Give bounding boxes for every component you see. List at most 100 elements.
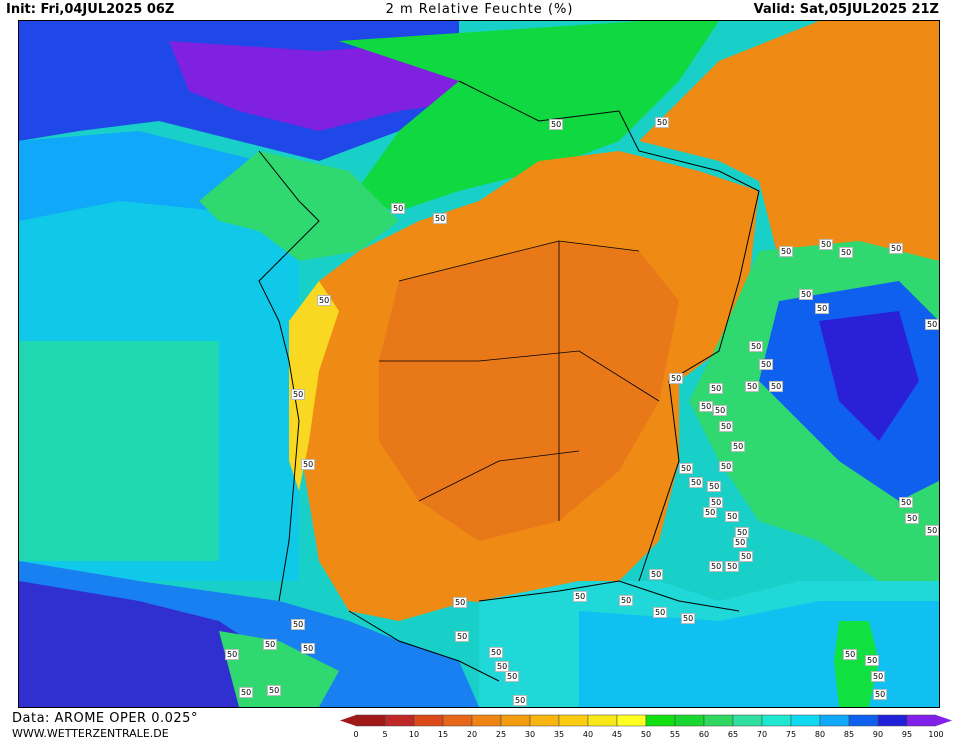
legend-swatch [674, 714, 705, 727]
contour-label-50: 50 [815, 303, 830, 314]
legend-tick-label: 35 [554, 730, 564, 739]
purple-band [169, 41, 469, 131]
legend-swatch [355, 714, 386, 727]
map-canvas [19, 21, 939, 707]
east-border [458, 80, 760, 582]
contour-label-50: 50 [505, 671, 520, 682]
contour-label-50: 50 [839, 247, 854, 258]
contour-label-50: 50 [703, 507, 718, 518]
contour-label-50: 50 [453, 597, 468, 608]
brittany-green-field [199, 151, 399, 261]
legend-tick-label: 10 [409, 730, 419, 739]
alps-deep-field [819, 311, 919, 441]
legend-swatch [877, 714, 908, 727]
contour-label-50: 50 [745, 381, 760, 392]
humidity-map: 50 50 50 50 50 50 50 50 50 50 50 50 50 50 50 50 50 50 50 50… [18, 20, 940, 708]
contour-label-50: 50 [455, 631, 470, 642]
data-source: Data: AROME OPER 0.025° [12, 711, 198, 726]
contour-label-50: 50 [899, 497, 914, 508]
legend-swatch [906, 714, 937, 727]
legend-swatch [471, 714, 502, 727]
mediterranean-coastline [478, 580, 740, 612]
legend-tick-label: 75 [786, 730, 796, 739]
init-time: Init: Fri,04JUL2025 06Z [6, 2, 175, 17]
contour-label-50: 50 [225, 649, 240, 660]
contour-label-50: 50 [689, 477, 704, 488]
legend-tick-label: 90 [873, 730, 883, 739]
contour-label-50: 50 [317, 295, 332, 306]
contour-label-50: 50 [707, 481, 722, 492]
legend-swatch [442, 714, 473, 727]
legend-tick-label: 70 [757, 730, 767, 739]
legend-tick-label: 30 [525, 730, 535, 739]
contour-label-50: 50 [749, 341, 764, 352]
contour-label-50: 50 [709, 561, 724, 572]
contour-label-50: 50 [681, 613, 696, 624]
contour-label-50: 50 [779, 246, 794, 257]
valid-time: Valid: Sat,05JUL2025 21Z [753, 2, 939, 17]
website-credit: WWW.WETTERZENTRALE.DE [12, 727, 169, 740]
contour-label-50: 50 [301, 643, 316, 654]
contour-label-50: 50 [725, 561, 740, 572]
legend-tick-label: 95 [902, 730, 912, 739]
contour-label-50: 50 [267, 685, 282, 696]
contour-label-50: 50 [819, 239, 834, 250]
contour-label-50: 50 [925, 525, 939, 536]
contour-label-50: 50 [489, 647, 504, 658]
contour-label-50: 50 [573, 591, 588, 602]
legend-tick-label: 20 [467, 730, 477, 739]
legend-swatch [529, 714, 560, 727]
map-title: 2 m Relative Feuchte (%) [385, 2, 574, 17]
legend-tick-label: 55 [670, 730, 680, 739]
contour-label-50: 50 [433, 213, 448, 224]
contour-label-50: 50 [291, 619, 306, 630]
contour-label-50: 50 [759, 359, 774, 370]
contour-label-50: 50 [769, 381, 784, 392]
legend-swatch [500, 714, 531, 727]
legend-swatch [616, 714, 647, 727]
contour-label-50: 50 [719, 461, 734, 472]
contour-label-50: 50 [679, 463, 694, 474]
contour-label-50: 50 [669, 373, 684, 384]
contour-label-50: 50 [549, 119, 564, 130]
contour-label-50: 50 [733, 537, 748, 548]
contour-label-50: 50 [391, 203, 406, 214]
legend-tick-label: 45 [612, 730, 622, 739]
legend-left-arrow [340, 715, 356, 726]
contour-label-50: 50 [619, 595, 634, 606]
legend-tick-label: 85 [844, 730, 854, 739]
legend-tick-label: 100 [928, 730, 943, 739]
legend-tick-label: 15 [438, 730, 448, 739]
pyrenees-border [348, 610, 500, 682]
legend-tick-label: 25 [496, 730, 506, 739]
legend-swatch [790, 714, 821, 727]
color-legend: 0 5 10 15 20 25 30 35 40 45 50 55 60 65 70 75 80 85 90 95 10… [336, 713, 956, 741]
legend-tick-label: 40 [583, 730, 593, 739]
contour-label-50: 50 [263, 639, 278, 650]
legend-swatch [413, 714, 444, 727]
legend-swatch [703, 714, 734, 727]
legend-bar: 0 5 10 15 20 25 30 35 40 45 50 55 60 65 70 75 80 85 90 95 10… [340, 714, 952, 739]
contour-label-50: 50 [495, 661, 510, 672]
contour-label-50: 50 [725, 511, 740, 522]
legend-tick-label: 5 [382, 730, 387, 739]
contour-label-50: 50 [699, 401, 714, 412]
contour-label-50: 50 [871, 671, 886, 682]
legend-swatch [558, 714, 589, 727]
atlantic-coastline [258, 150, 320, 602]
legend-swatch [384, 714, 415, 727]
coast-yellow-field [289, 281, 339, 491]
contour-label-50: 50 [301, 459, 316, 470]
france-core-dry-field [379, 241, 679, 541]
contour-label-50: 50 [739, 551, 754, 562]
contour-label-50: 50 [905, 513, 920, 524]
contour-label-50: 50 [713, 405, 728, 416]
contour-label-50: 50 [873, 689, 888, 700]
legend-swatch [645, 714, 676, 727]
legend-tick-label: 0 [353, 730, 358, 739]
corsica-field [834, 621, 879, 707]
contour-label-50: 50 [239, 687, 254, 698]
contour-label-50: 50 [731, 441, 746, 452]
contour-label-50: 50 [709, 383, 724, 394]
contour-label-50: 50 [925, 319, 939, 330]
